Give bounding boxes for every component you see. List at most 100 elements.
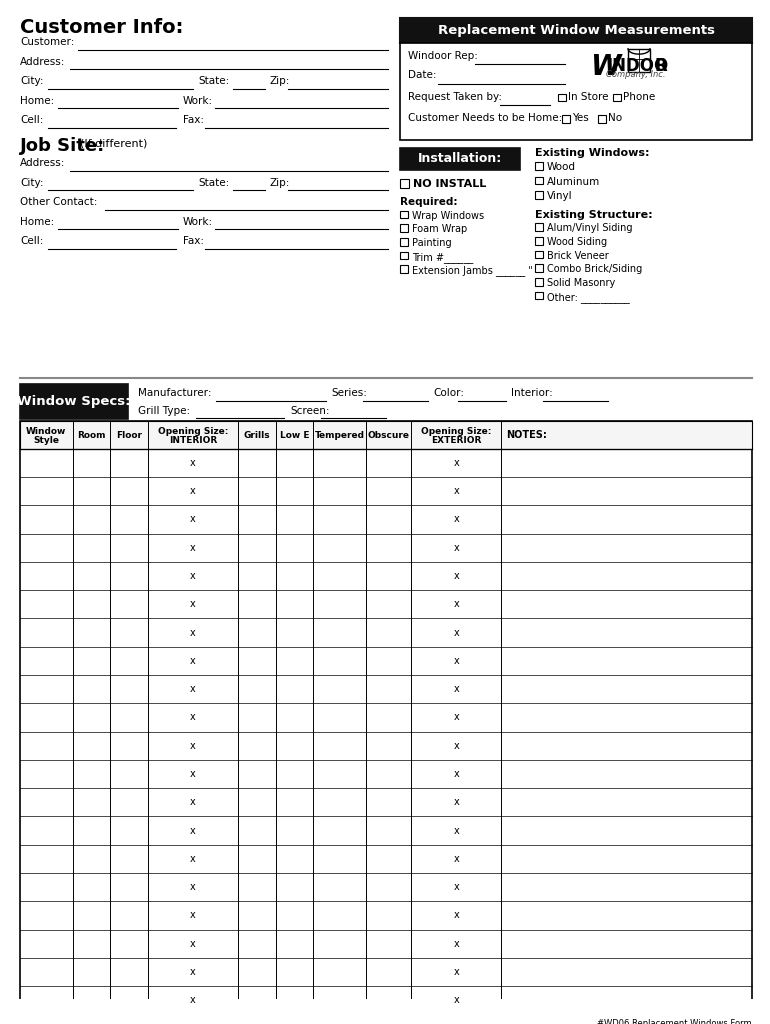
Text: Aluminum: Aluminum [547,176,601,186]
Text: Yes: Yes [572,113,589,123]
Text: Vinyl: Vinyl [547,191,573,201]
Text: In Store: In Store [568,92,608,101]
Text: Grills: Grills [243,430,270,439]
Text: Grill Type:: Grill Type: [138,406,190,416]
Bar [400,148,520,170]
Text: Existing Windows:: Existing Windows: [535,148,650,159]
Text: State:: State: [198,177,229,187]
Text: Cell:: Cell: [20,237,43,246]
Text: Fax:: Fax: [183,115,204,125]
Text: x: x [454,655,459,666]
Text: Window Specs:: Window Specs: [17,395,131,409]
Text: Foam Wrap: Foam Wrap [412,224,467,234]
Bar [535,264,543,272]
Text: Other Contact:: Other Contact: [20,197,97,207]
Bar [400,265,408,273]
Text: Wood Siding: Wood Siding [547,237,607,247]
Text: Brick Veneer: Brick Veneer [547,251,609,261]
Text: Opening Size:: Opening Size: [421,427,491,436]
Text: Address:: Address: [20,56,65,67]
Text: Other: __________: Other: __________ [547,292,630,302]
Text: x: x [190,655,196,666]
Bar [598,115,606,123]
Text: Style: Style [33,436,59,445]
Text: x: x [454,769,459,779]
Bar [535,162,543,170]
Text: x: x [190,910,196,921]
Text: INTERIOR: INTERIOR [169,436,217,445]
Text: EXTERIOR: EXTERIOR [431,436,481,445]
Text: Screen:: Screen: [290,406,330,416]
Text: Solid Masonry: Solid Masonry [547,278,615,288]
Text: (If different): (If different) [80,138,147,148]
Text: Cell:: Cell: [20,115,43,125]
Text: Home:: Home: [20,216,54,226]
Text: Extension Jambs ______ ": Extension Jambs ______ " [412,265,533,276]
Text: INDOO: INDOO [606,56,668,75]
Text: State:: State: [198,76,229,86]
Text: x: x [190,798,196,807]
Text: x: x [190,458,196,468]
Bar [613,93,621,101]
Text: Customer Needs to be Home:: Customer Needs to be Home: [408,113,562,123]
Text: Replacement Window Measurements: Replacement Window Measurements [437,24,715,37]
Text: x: x [190,854,196,864]
Text: Required:: Required: [400,197,457,207]
Text: Installation:: Installation: [418,153,502,166]
Bar [400,238,408,246]
Text: Combo Brick/Siding: Combo Brick/Siding [547,264,642,274]
Text: Trim #______: Trim #______ [412,252,474,262]
Text: x: x [454,967,459,977]
Bar [20,384,128,420]
Bar [535,292,543,299]
Text: NOTES:: NOTES: [507,430,547,440]
Text: Date:: Date: [408,71,437,80]
Text: x: x [454,713,459,722]
Text: x: x [190,882,196,892]
Text: Color:: Color: [433,388,464,398]
Bar [400,211,408,218]
Bar [628,49,650,72]
Text: x: x [454,684,459,694]
Text: Zip:: Zip: [270,76,290,86]
Text: Floor: Floor [116,430,142,439]
Bar [558,93,566,101]
Text: Work:: Work: [183,95,213,105]
Text: Existing Structure:: Existing Structure: [535,210,653,220]
Bar [20,422,752,1015]
Text: Work:: Work: [183,216,213,226]
Text: Obscure: Obscure [367,430,410,439]
Text: Home:: Home: [20,95,54,105]
Bar [535,278,543,286]
Text: x: x [454,995,459,1006]
Bar [535,251,543,258]
Bar [535,223,543,231]
Text: Manufacturer:: Manufacturer: [138,388,212,398]
Text: Interior:: Interior: [511,388,553,398]
Text: x: x [190,684,196,694]
Text: Tempered: Tempered [315,430,365,439]
Text: Window: Window [26,427,66,436]
Bar [535,237,543,245]
Text: x: x [190,514,196,524]
Text: x: x [190,939,196,948]
Text: W: W [590,52,621,81]
Text: x: x [190,740,196,751]
Text: x: x [190,571,196,581]
Text: x: x [190,599,196,609]
Bar [400,224,408,232]
Bar [400,17,752,43]
Text: R: R [654,56,667,75]
Text: x: x [454,543,459,553]
Text: x: x [454,939,459,948]
Text: Wood: Wood [547,162,576,172]
Text: x: x [454,486,459,496]
Text: Painting: Painting [412,238,452,248]
Bar [562,115,570,123]
Text: Low E: Low E [280,430,310,439]
Text: x: x [454,825,459,836]
Bar [535,176,543,184]
Bar [400,43,752,140]
Text: x: x [190,713,196,722]
Text: x: x [454,740,459,751]
